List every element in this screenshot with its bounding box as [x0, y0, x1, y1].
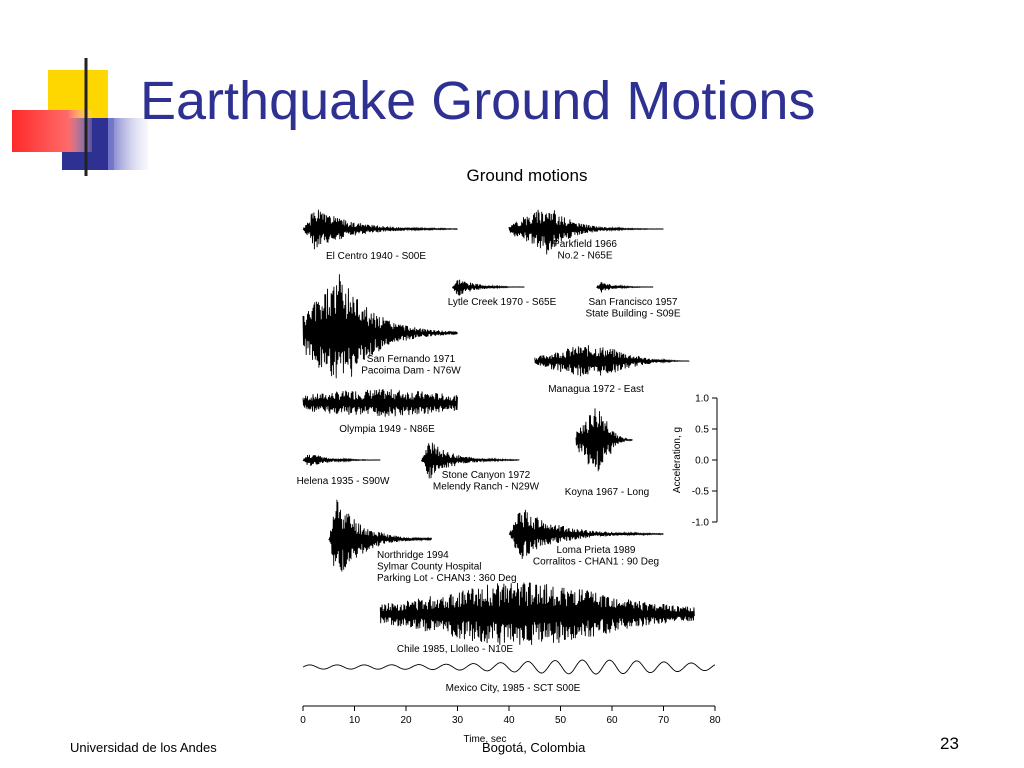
- x-tick-label: 70: [658, 715, 670, 726]
- x-tick-label: 50: [555, 715, 567, 726]
- trace-12: [508, 509, 664, 559]
- trace-1: [302, 209, 458, 250]
- trace-11: [328, 499, 433, 572]
- x-tick-label: 30: [452, 715, 464, 726]
- trace-9: [421, 442, 520, 479]
- trace-6: [534, 345, 690, 377]
- footer-institution: Universidad de los Andes: [70, 740, 217, 755]
- trace-label: Loma Prieta 1989: [557, 545, 636, 556]
- x-tick-label: 0: [300, 715, 306, 726]
- trace-label: Mexico City, 1985 - SCT S00E: [446, 683, 581, 694]
- trace-label: No.2 - N65E: [557, 251, 612, 262]
- trace-label: San Francisco 1957: [589, 297, 678, 308]
- trace-8: [302, 454, 381, 466]
- slide-decoration: [12, 58, 960, 176]
- trace-5: [302, 274, 458, 379]
- trace-label: San Fernando 1971: [367, 354, 456, 365]
- trace-10: [575, 408, 633, 472]
- trace-label: Northridge 1994: [377, 550, 449, 561]
- trace-label: Helena 1935 - S90W: [297, 476, 390, 487]
- footer-location: Bogotá, Colombia: [482, 740, 586, 755]
- trace-4: [596, 282, 654, 293]
- trace-14: [302, 659, 716, 675]
- trace-label: Lytle Creek 1970 - S65E: [448, 297, 557, 308]
- trace-label: Melendy Ranch - N29W: [433, 482, 540, 493]
- blue-fade-decoration: [108, 118, 148, 170]
- trace-label: Koyna 1967 - Long: [565, 487, 650, 498]
- trace-label: Pacoima Dam - N76W: [361, 366, 461, 377]
- chart-title: Ground motions: [467, 166, 588, 185]
- y-tick-label: 0.0: [695, 456, 709, 467]
- x-tick-label: 40: [503, 715, 515, 726]
- y-tick-label: -0.5: [692, 487, 710, 498]
- y-tick-label: -1.0: [692, 518, 710, 529]
- trace-label: Parkfield 1966: [553, 239, 617, 250]
- y-tick-label: 0.5: [695, 425, 709, 436]
- y-axis-label: Acceleration, g: [672, 427, 683, 493]
- trace-label: Sylmar County Hospital: [377, 562, 481, 573]
- trace-3: [452, 279, 525, 296]
- trace-13: [379, 582, 695, 645]
- trace-label: Chile 1985, Llolleo - N10E: [397, 644, 514, 655]
- x-tick-label: 20: [400, 715, 412, 726]
- y-tick-label: 1.0: [695, 394, 709, 405]
- x-axis-label: Time, sec: [464, 734, 507, 745]
- trace-label: Olympia 1949 - N86E: [339, 424, 435, 435]
- trace-label: Stone Canyon 1972: [442, 470, 531, 481]
- x-tick-label: 60: [606, 715, 618, 726]
- slide-title: Earthquake Ground Motions: [140, 71, 816, 131]
- trace-7: [302, 389, 458, 417]
- trace-label: Parking Lot - CHAN3 : 360 Deg: [377, 573, 517, 584]
- trace-2: [508, 209, 664, 255]
- trace-label: State Building - S09E: [585, 309, 680, 320]
- page-number: 23: [940, 734, 959, 753]
- trace-label: Managua 1972 - East: [548, 384, 644, 395]
- x-tick-label: 10: [349, 715, 361, 726]
- x-tick-label: 80: [709, 715, 721, 726]
- red-gradient-decoration: [12, 110, 92, 152]
- trace-label: El Centro 1940 - S00E: [326, 251, 426, 262]
- trace-label: Corralitos - CHAN1 : 90 Deg: [533, 557, 659, 568]
